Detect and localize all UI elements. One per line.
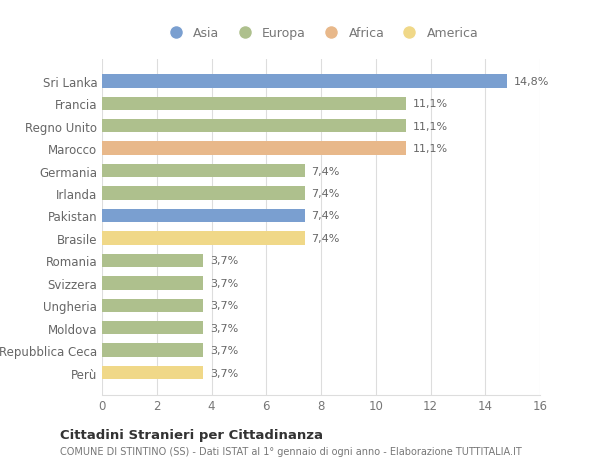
Text: 14,8%: 14,8% xyxy=(514,77,550,87)
Text: 7,4%: 7,4% xyxy=(311,234,340,243)
Text: COMUNE DI STINTINO (SS) - Dati ISTAT al 1° gennaio di ogni anno - Elaborazione T: COMUNE DI STINTINO (SS) - Dati ISTAT al … xyxy=(60,447,522,456)
Bar xyxy=(102,75,507,88)
Bar xyxy=(102,366,203,380)
Text: 7,4%: 7,4% xyxy=(311,166,340,176)
Text: 11,1%: 11,1% xyxy=(413,144,448,154)
Bar xyxy=(102,254,203,268)
Text: 3,7%: 3,7% xyxy=(210,301,238,311)
Legend: Asia, Europa, Africa, America: Asia, Europa, Africa, America xyxy=(158,22,484,45)
Bar xyxy=(102,344,203,357)
Bar xyxy=(102,299,203,312)
Text: 3,7%: 3,7% xyxy=(210,368,238,378)
Text: 11,1%: 11,1% xyxy=(413,122,448,131)
Text: 7,4%: 7,4% xyxy=(311,211,340,221)
Bar xyxy=(102,209,305,223)
Text: 3,7%: 3,7% xyxy=(210,346,238,355)
Bar xyxy=(102,142,406,156)
Bar xyxy=(102,120,406,133)
Bar xyxy=(102,321,203,335)
Text: Cittadini Stranieri per Cittadinanza: Cittadini Stranieri per Cittadinanza xyxy=(60,428,323,442)
Bar xyxy=(102,187,305,200)
Bar xyxy=(102,164,305,178)
Text: 3,7%: 3,7% xyxy=(210,278,238,288)
Bar xyxy=(102,97,406,111)
Text: 3,7%: 3,7% xyxy=(210,256,238,266)
Text: 7,4%: 7,4% xyxy=(311,189,340,199)
Bar xyxy=(102,276,203,290)
Text: 3,7%: 3,7% xyxy=(210,323,238,333)
Text: 11,1%: 11,1% xyxy=(413,99,448,109)
Bar xyxy=(102,232,305,245)
